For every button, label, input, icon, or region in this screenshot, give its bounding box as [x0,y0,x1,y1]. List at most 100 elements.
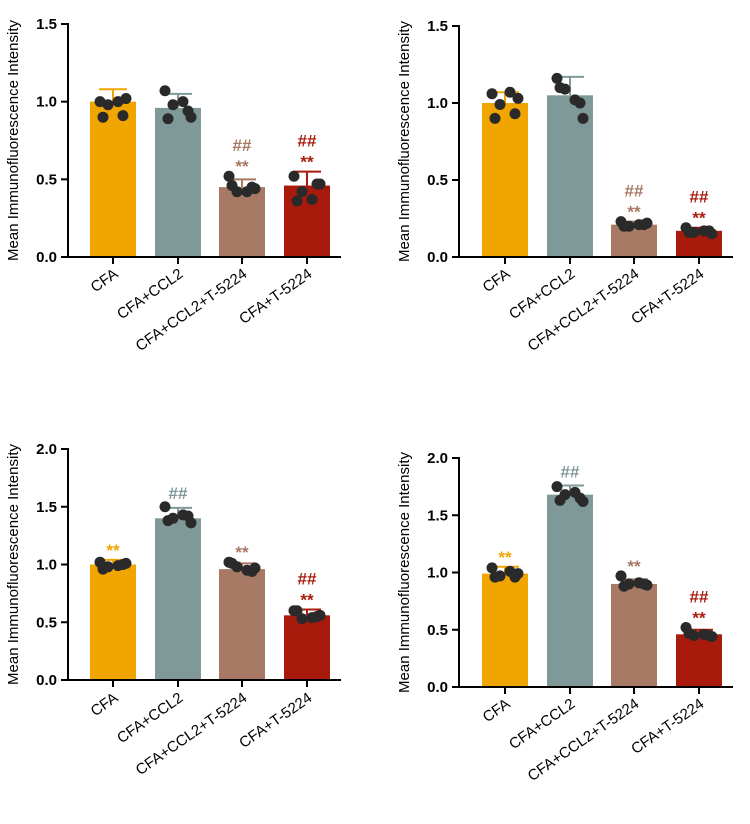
data-point [246,565,258,577]
data-point [246,181,258,193]
y-tick-label: 0.5 [427,622,448,639]
bar-cfa-t-5224 [284,185,330,257]
chart-top-right: Mean Immunofluorescence Intensity 0.0 0.5 1… [396,18,733,355]
data-point [291,605,303,617]
data-point [489,112,501,124]
data-point [223,170,235,182]
data-point [577,112,589,124]
bar-cfa-ccl2-t-5224 [611,583,657,687]
significance-hash: ## [169,484,188,503]
data-point [182,105,194,117]
bar-cfa [90,564,136,680]
data-point [512,92,524,104]
y-tick-label: 0.0 [36,249,57,266]
data-point [117,559,129,570]
significance-star: ** [300,591,314,610]
data-point [638,219,650,231]
data-point [311,610,323,622]
significance-star: ** [692,209,706,228]
bar-cfa [482,103,528,257]
data-point [288,170,300,182]
x-category-label: CFA [480,695,514,726]
y-tick-label: 1.5 [36,499,57,516]
y-tick-label: 0.0 [36,672,57,689]
bar-cfa-ccl2-t-5224 [611,224,657,257]
y-tick-label: 1.0 [36,94,57,111]
y-tick-label: 1.5 [36,16,57,33]
data-point [509,108,521,120]
x-category-label: CFA+T-5224 [628,695,707,757]
x-category-label: CFA+CCL2+T-5224 [525,695,643,784]
data-point [311,178,323,190]
data-point [162,113,174,125]
x-category-label: CFA+T-5224 [236,265,315,327]
x-category-label: CFA+T-5224 [236,689,315,751]
data-point [554,82,566,94]
significance-star: ** [235,543,249,562]
y-tick-label: 0.5 [36,614,57,631]
y-tick-label: 0.5 [36,171,57,188]
y-tick-label: 0.0 [427,679,448,696]
significance-star: ** [235,157,249,176]
y-tick-label: 1.0 [427,565,448,582]
data-point [554,494,566,506]
data-point [159,501,171,513]
y-tick-label: 1.5 [427,18,448,35]
y-tick-label: 0.5 [427,172,448,189]
y-axis-label: Mean Immunofluorescence Intensity [396,452,413,693]
x-category-label: CFA+T-5224 [628,265,707,327]
significance-star: ** [106,541,120,560]
y-axis-label: Mean Immunofluorescence Intensity [396,21,413,262]
bar-cfa [482,573,528,687]
data-point [618,580,630,592]
y-tick-label: 1.5 [427,507,448,524]
significance-star: ** [498,548,512,567]
significance-hash: ## [625,182,644,201]
data-point [489,571,501,583]
data-point [618,220,630,232]
data-point [615,570,627,582]
data-point [509,571,521,583]
data-point [703,225,715,237]
significance-hash: ## [690,188,709,207]
bar-cfa-ccl2 [155,107,201,257]
data-point [102,99,114,111]
data-point [226,180,238,192]
data-point [120,93,132,105]
y-tick-label: 0.0 [427,249,448,266]
data-point [683,627,695,639]
data-point [551,481,563,493]
data-point [638,578,650,590]
y-tick-label: 2.0 [36,441,57,458]
data-point [296,613,308,625]
data-point [683,226,695,238]
x-category-label: CFA+CCL2+T-5224 [133,689,251,778]
x-category-label: CFA [480,265,514,296]
data-point [504,86,516,98]
data-point [291,195,303,207]
significance-hash: ## [690,587,709,606]
significance-hash: ## [233,136,252,155]
bar-cfa-ccl2 [547,494,593,687]
data-point [167,99,179,111]
data-point [306,194,318,206]
y-axis-label: Mean Immunofluorescence Intensity [5,20,22,261]
significance-star: ** [692,608,706,627]
y-axis-label: Mean Immunofluorescence Intensity [5,444,22,685]
bar-cfa-ccl2-t-5224 [219,569,265,680]
significance-hash: ## [298,570,317,589]
chart-top-left: Mean Immunofluorescence Intensity 0.0 0.5 1… [5,16,341,355]
data-point [159,85,171,97]
x-category-label: CFA [88,689,122,720]
data-point [703,629,715,641]
x-category-label: CFA [88,265,122,296]
significance-star: ** [627,557,641,576]
significance-hash: ## [298,132,317,151]
chart-bottom-right: Mean Immunofluorescence Intensity 0.0 0.5 1… [396,450,733,785]
data-point [486,88,498,100]
data-point [574,492,586,504]
bar-cfa-ccl2 [155,518,201,680]
x-category-label: CFA+CCL2+T-5224 [133,265,251,354]
data-point [551,72,563,84]
